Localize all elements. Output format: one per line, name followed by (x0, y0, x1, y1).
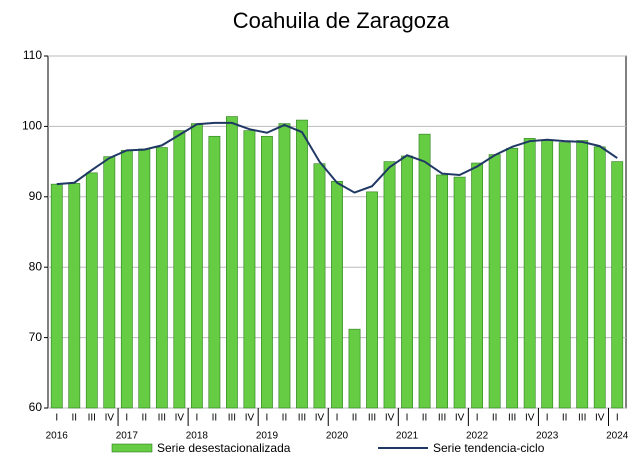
bar (226, 116, 238, 409)
x-tick-label: II (352, 413, 358, 424)
x-tick-label: IV (385, 413, 395, 424)
bar (576, 140, 589, 409)
x-tick-label: II (71, 413, 77, 424)
bar (488, 154, 501, 409)
bar (418, 133, 431, 409)
x-tick-label: IV (315, 413, 325, 424)
x-tick-label: IV (595, 413, 605, 424)
x-tick-label: II (142, 413, 148, 424)
y-tick-label: 60 (29, 400, 43, 414)
x-tick-label: III (228, 413, 236, 424)
year-label: 2020 (326, 431, 349, 442)
bar (593, 146, 606, 409)
bar (453, 176, 466, 409)
bar (208, 135, 221, 409)
x-tick-label: I (336, 413, 339, 424)
bar (558, 142, 571, 409)
x-tick-label: III (578, 413, 586, 424)
bar (190, 123, 203, 409)
x-tick-label: III (438, 413, 446, 424)
bar (120, 150, 133, 409)
legend-label: Serie tendencia-ciclo (433, 441, 545, 455)
x-tick-label: I (546, 413, 549, 424)
year-label: 2017 (116, 431, 139, 442)
year-label: 2023 (536, 431, 559, 442)
x-tick-label: I (406, 413, 409, 424)
bar (68, 183, 81, 409)
bar (296, 119, 308, 409)
bar (523, 138, 536, 409)
x-tick-label: II (282, 413, 288, 424)
bar (155, 147, 168, 409)
year-label: 2019 (256, 431, 279, 442)
x-tick-label: IV (455, 413, 465, 424)
x-tick-label: III (158, 413, 166, 424)
x-tick-label: I (125, 413, 128, 424)
bar (383, 161, 396, 409)
legend-swatch (111, 443, 153, 453)
x-tick-label: II (212, 413, 218, 424)
bar (261, 135, 273, 409)
year-label: 2024 (606, 431, 629, 442)
bar (50, 183, 63, 409)
bar (401, 155, 413, 409)
x-tick-label: I (616, 413, 619, 424)
year-label: 2021 (396, 431, 419, 442)
y-tick-label: 100 (22, 119, 42, 133)
year-label: 2022 (466, 431, 489, 442)
bar (331, 181, 343, 409)
bar (278, 123, 291, 409)
x-tick-label: II (422, 413, 428, 424)
trend-line (56, 121, 618, 194)
bar (103, 156, 116, 409)
chart-title: Coahuila de Zaragoza (233, 8, 450, 33)
bar (506, 147, 519, 409)
x-tick-label: III (368, 413, 376, 424)
bar (348, 328, 361, 409)
y-tick-label: 90 (29, 189, 43, 203)
bar (471, 162, 484, 409)
x-tick-label: II (562, 413, 568, 424)
x-tick-label: III (298, 413, 306, 424)
y-tick-label: 80 (29, 259, 43, 273)
bar (173, 130, 186, 409)
bar (366, 191, 378, 409)
x-tick-label: IV (105, 413, 115, 424)
bar (138, 148, 151, 409)
bar (85, 172, 98, 409)
y-tick-label: 110 (23, 48, 42, 62)
x-tick-label: III (88, 413, 96, 424)
x-tick-label: I (55, 413, 58, 424)
x-tick-label: IV (245, 413, 255, 424)
bar (436, 174, 448, 409)
year-label: 2016 (46, 431, 69, 442)
x-tick-label: IV (525, 413, 535, 424)
bar (313, 163, 326, 409)
x-tick-label: I (476, 413, 479, 424)
x-tick-label: II (492, 413, 498, 424)
x-tick-label: I (266, 413, 269, 424)
bar (243, 130, 256, 409)
y-tick-label: 70 (29, 330, 43, 344)
year-label: 2018 (186, 431, 209, 442)
x-tick-label: I (195, 413, 198, 424)
bar (611, 161, 624, 409)
x-tick-label: III (508, 413, 516, 424)
bar (541, 140, 554, 409)
legend-label: Serie desestacionalizada (157, 441, 291, 455)
x-tick-label: IV (175, 413, 185, 424)
